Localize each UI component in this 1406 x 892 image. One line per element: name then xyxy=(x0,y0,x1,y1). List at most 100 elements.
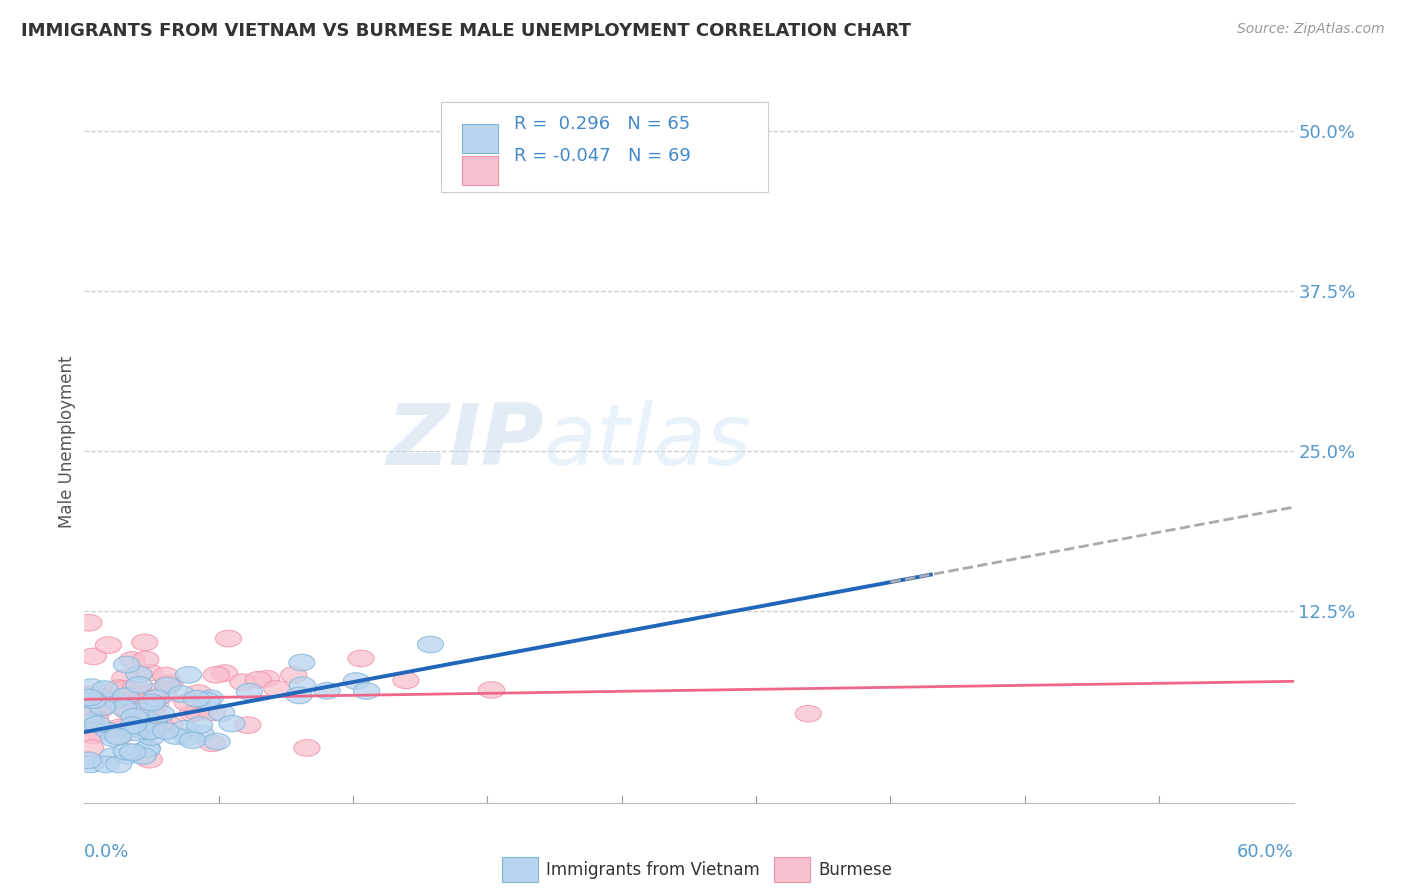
Ellipse shape xyxy=(204,733,231,750)
Ellipse shape xyxy=(169,686,194,702)
Ellipse shape xyxy=(127,677,152,693)
Ellipse shape xyxy=(208,705,235,721)
Text: IMMIGRANTS FROM VIETNAM VS BURMESE MALE UNEMPLOYMENT CORRELATION CHART: IMMIGRANTS FROM VIETNAM VS BURMESE MALE … xyxy=(21,22,911,40)
Text: Immigrants from Vietnam: Immigrants from Vietnam xyxy=(547,861,761,879)
Ellipse shape xyxy=(148,718,174,734)
Text: 0.0%: 0.0% xyxy=(84,843,129,861)
Ellipse shape xyxy=(141,684,167,700)
Ellipse shape xyxy=(285,687,312,704)
Ellipse shape xyxy=(139,706,166,723)
Ellipse shape xyxy=(290,677,315,694)
FancyBboxPatch shape xyxy=(441,102,768,193)
Ellipse shape xyxy=(77,756,104,772)
Ellipse shape xyxy=(121,708,148,725)
Ellipse shape xyxy=(183,690,209,707)
Ellipse shape xyxy=(229,673,256,690)
Ellipse shape xyxy=(105,728,131,745)
Ellipse shape xyxy=(87,701,114,718)
Ellipse shape xyxy=(76,690,103,706)
Ellipse shape xyxy=(125,666,152,682)
Ellipse shape xyxy=(91,681,118,698)
Ellipse shape xyxy=(105,719,132,736)
Ellipse shape xyxy=(153,723,179,739)
Ellipse shape xyxy=(80,692,107,708)
FancyBboxPatch shape xyxy=(461,124,498,153)
Ellipse shape xyxy=(115,747,141,764)
Ellipse shape xyxy=(77,701,104,717)
Text: Source: ZipAtlas.com: Source: ZipAtlas.com xyxy=(1237,22,1385,37)
Ellipse shape xyxy=(112,688,139,705)
Ellipse shape xyxy=(294,739,321,756)
Ellipse shape xyxy=(281,666,307,683)
Ellipse shape xyxy=(174,729,201,746)
Ellipse shape xyxy=(96,694,122,710)
Text: 60.0%: 60.0% xyxy=(1237,843,1294,861)
Ellipse shape xyxy=(288,654,315,671)
Ellipse shape xyxy=(83,712,108,728)
Ellipse shape xyxy=(120,652,145,668)
Ellipse shape xyxy=(138,729,165,746)
Ellipse shape xyxy=(101,731,127,747)
Ellipse shape xyxy=(197,690,224,706)
Ellipse shape xyxy=(215,631,242,647)
Ellipse shape xyxy=(80,648,107,665)
Ellipse shape xyxy=(153,667,179,684)
Ellipse shape xyxy=(186,685,211,701)
Ellipse shape xyxy=(180,705,205,722)
Ellipse shape xyxy=(91,696,118,713)
Ellipse shape xyxy=(93,696,120,713)
FancyBboxPatch shape xyxy=(461,156,498,185)
Ellipse shape xyxy=(103,722,129,739)
Text: atlas: atlas xyxy=(544,400,752,483)
Ellipse shape xyxy=(235,717,262,733)
Ellipse shape xyxy=(93,756,120,772)
Ellipse shape xyxy=(114,743,139,760)
Ellipse shape xyxy=(111,681,136,698)
Ellipse shape xyxy=(96,723,121,739)
Ellipse shape xyxy=(120,744,146,761)
Ellipse shape xyxy=(76,615,101,631)
Ellipse shape xyxy=(105,756,132,772)
Ellipse shape xyxy=(172,721,198,737)
Ellipse shape xyxy=(80,727,107,744)
Ellipse shape xyxy=(76,752,101,769)
Ellipse shape xyxy=(76,697,101,713)
FancyBboxPatch shape xyxy=(773,857,810,882)
Ellipse shape xyxy=(139,694,165,711)
Ellipse shape xyxy=(155,676,181,693)
Ellipse shape xyxy=(103,692,128,709)
Ellipse shape xyxy=(120,717,146,733)
Ellipse shape xyxy=(134,741,160,757)
Ellipse shape xyxy=(89,689,114,705)
Ellipse shape xyxy=(97,691,124,708)
Ellipse shape xyxy=(163,728,188,744)
Ellipse shape xyxy=(200,704,225,721)
Ellipse shape xyxy=(138,723,165,739)
Ellipse shape xyxy=(76,706,101,723)
Ellipse shape xyxy=(131,747,156,764)
Ellipse shape xyxy=(157,674,183,691)
Ellipse shape xyxy=(84,716,111,732)
Ellipse shape xyxy=(219,715,245,731)
Ellipse shape xyxy=(111,670,138,687)
Ellipse shape xyxy=(418,636,443,653)
Ellipse shape xyxy=(77,739,104,756)
Ellipse shape xyxy=(105,680,131,697)
Ellipse shape xyxy=(122,685,149,701)
Ellipse shape xyxy=(314,682,340,699)
Ellipse shape xyxy=(264,681,290,697)
Ellipse shape xyxy=(174,694,200,711)
Ellipse shape xyxy=(127,700,152,717)
Ellipse shape xyxy=(122,724,148,740)
Text: Burmese: Burmese xyxy=(818,861,893,879)
Ellipse shape xyxy=(157,716,183,733)
Ellipse shape xyxy=(135,740,160,756)
Ellipse shape xyxy=(143,690,170,706)
Ellipse shape xyxy=(353,682,380,699)
Ellipse shape xyxy=(114,657,139,673)
Ellipse shape xyxy=(245,672,271,688)
Y-axis label: Male Unemployment: Male Unemployment xyxy=(58,355,76,528)
Ellipse shape xyxy=(796,706,821,722)
Ellipse shape xyxy=(84,690,110,706)
Ellipse shape xyxy=(155,677,181,694)
